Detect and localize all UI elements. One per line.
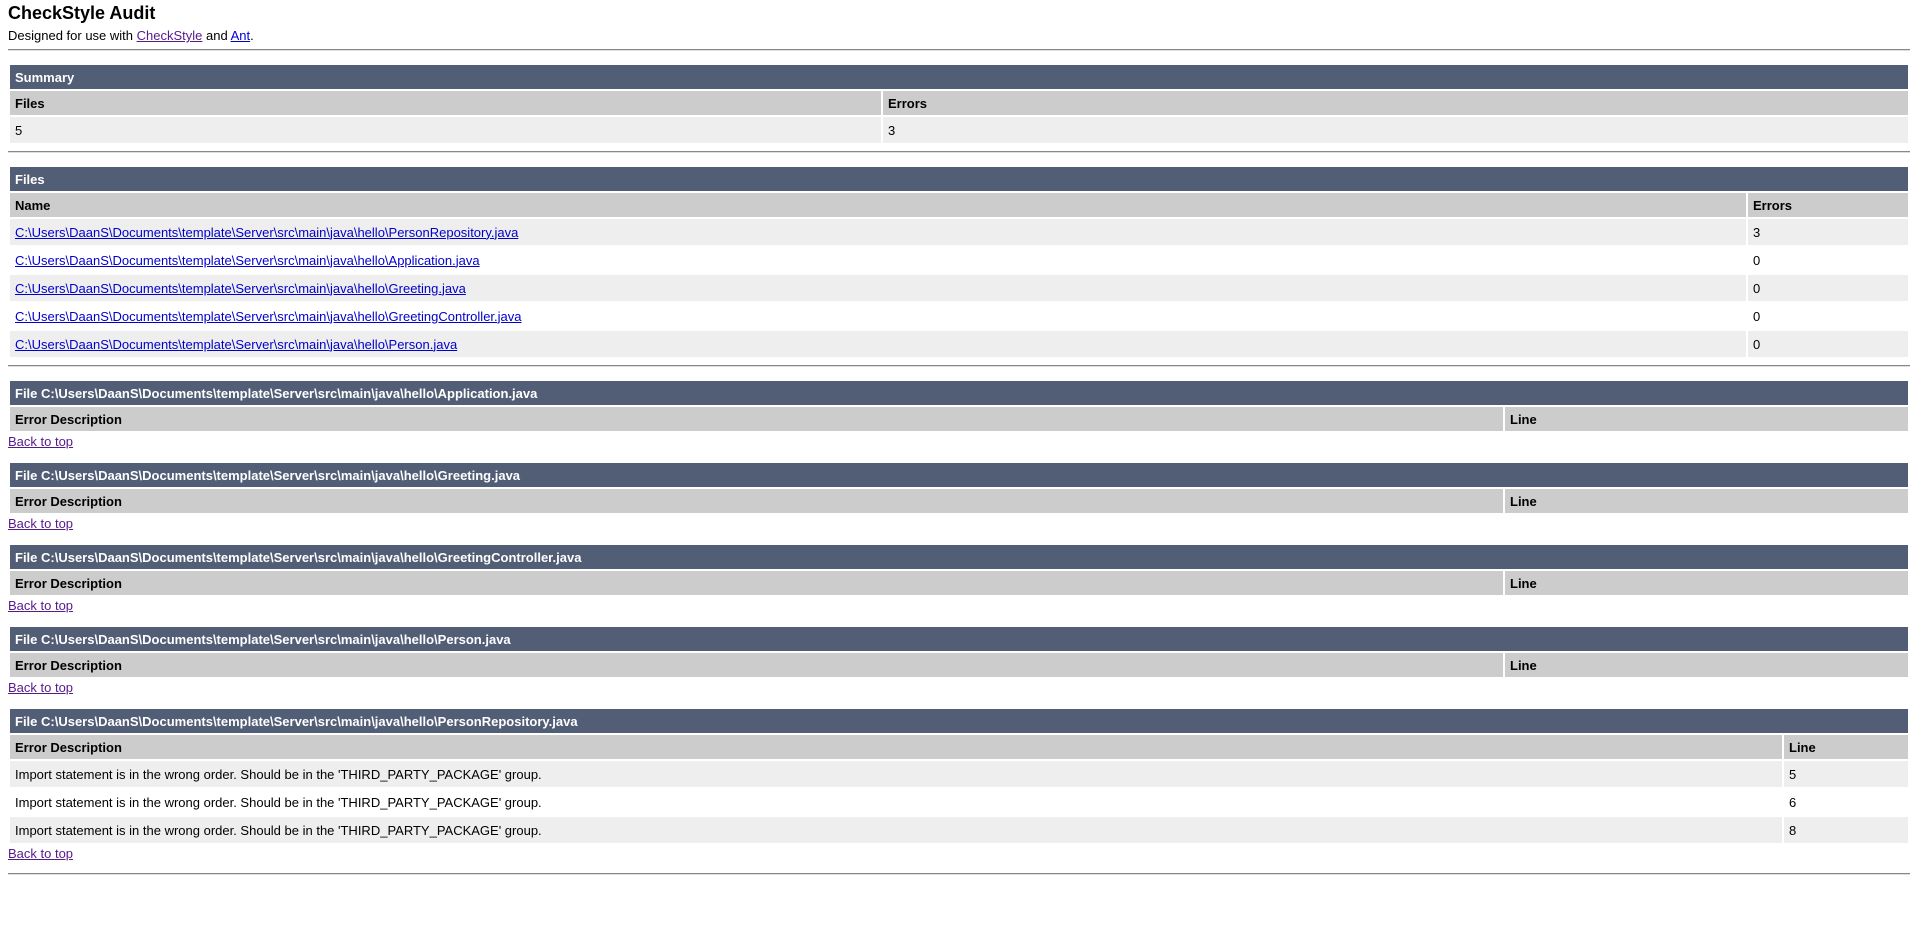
file-cell: C:\Users\DaanS\Documents\template\Server… <box>10 331 1746 357</box>
file-section: File C:\Users\DaanS\Documents\template\S… <box>8 379 1910 449</box>
col-error-description: Error Description <box>10 735 1782 759</box>
col-line: Line <box>1505 571 1908 595</box>
error-line: 6 <box>1784 789 1908 815</box>
file-row: C:\Users\DaanS\Documents\template\Server… <box>10 219 1908 245</box>
files-col-name: Name <box>10 193 1746 217</box>
summary-table: Summary Files Errors 5 3 <box>8 63 1910 145</box>
file-link[interactable]: C:\Users\DaanS\Documents\template\Server… <box>15 336 458 352</box>
summary-row: 5 3 <box>10 117 1908 143</box>
file-row: C:\Users\DaanS\Documents\template\Server… <box>10 275 1908 301</box>
files-table: Files Name Errors C:\Users\DaanS\Documen… <box>8 165 1910 359</box>
error-row: Import statement is in the wrong order. … <box>10 789 1908 815</box>
file-error-count: 0 <box>1748 247 1908 273</box>
files-title: Files <box>10 167 1908 191</box>
file-section-title: File C:\Users\DaanS\Documents\template\S… <box>10 463 1908 487</box>
file-errors-table: File C:\Users\DaanS\Documents\template\S… <box>8 379 1910 433</box>
file-link[interactable]: C:\Users\DaanS\Documents\template\Server… <box>15 280 466 296</box>
col-line: Line <box>1505 407 1908 431</box>
file-error-count: 0 <box>1748 331 1908 357</box>
error-description: Import statement is in the wrong order. … <box>10 761 1782 787</box>
file-cell: C:\Users\DaanS\Documents\template\Server… <box>10 219 1746 245</box>
checkstyle-link[interactable]: CheckStyle <box>136 28 203 43</box>
file-errors-table: File C:\Users\DaanS\Documents\template\S… <box>8 625 1910 679</box>
file-section-title: File C:\Users\DaanS\Documents\template\S… <box>10 709 1908 733</box>
file-section: File C:\Users\DaanS\Documents\template\S… <box>8 707 1910 861</box>
col-line: Line <box>1784 735 1908 759</box>
summary-files-count: 5 <box>10 117 881 143</box>
back-to-top-link[interactable]: Back to top <box>8 598 74 613</box>
back-to-top-link[interactable]: Back to top <box>8 680 74 695</box>
summary-col-errors: Errors <box>883 91 1908 115</box>
file-section: File C:\Users\DaanS\Documents\template\S… <box>8 543 1910 613</box>
col-line: Line <box>1505 489 1908 513</box>
file-section-title: File C:\Users\DaanS\Documents\template\S… <box>10 627 1908 651</box>
file-section: File C:\Users\DaanS\Documents\template\S… <box>8 461 1910 531</box>
subtitle-text: Designed for use with <box>8 28 137 43</box>
divider <box>8 49 1910 51</box>
file-link[interactable]: C:\Users\DaanS\Documents\template\Server… <box>15 224 519 240</box>
subtitle-suffix: . <box>250 28 254 43</box>
divider <box>8 151 1910 153</box>
file-link[interactable]: C:\Users\DaanS\Documents\template\Server… <box>15 308 522 324</box>
file-link[interactable]: C:\Users\DaanS\Documents\template\Server… <box>15 252 480 268</box>
file-row: C:\Users\DaanS\Documents\template\Server… <box>10 303 1908 329</box>
col-error-description: Error Description <box>10 653 1503 677</box>
divider <box>8 365 1910 367</box>
file-errors-table: File C:\Users\DaanS\Documents\template\S… <box>8 461 1910 515</box>
error-description: Import statement is in the wrong order. … <box>10 789 1782 815</box>
divider <box>8 873 1910 875</box>
file-errors-table: File C:\Users\DaanS\Documents\template\S… <box>8 543 1910 597</box>
summary-title: Summary <box>10 65 1908 89</box>
file-section-title: File C:\Users\DaanS\Documents\template\S… <box>10 545 1908 569</box>
col-error-description: Error Description <box>10 571 1503 595</box>
file-row: C:\Users\DaanS\Documents\template\Server… <box>10 247 1908 273</box>
back-to-top-link[interactable]: Back to top <box>8 846 74 861</box>
file-section-title: File C:\Users\DaanS\Documents\template\S… <box>10 381 1908 405</box>
file-cell: C:\Users\DaanS\Documents\template\Server… <box>10 247 1746 273</box>
error-row: Import statement is in the wrong order. … <box>10 817 1908 843</box>
back-to-top-link[interactable]: Back to top <box>8 434 74 449</box>
page-title: CheckStyle Audit <box>8 3 156 23</box>
ant-link[interactable]: Ant <box>230 28 251 43</box>
file-sections: File C:\Users\DaanS\Documents\template\S… <box>8 379 1910 861</box>
file-error-count: 0 <box>1748 303 1908 329</box>
file-errors-table: File C:\Users\DaanS\Documents\template\S… <box>8 707 1910 845</box>
file-row: C:\Users\DaanS\Documents\template\Server… <box>10 331 1908 357</box>
col-error-description: Error Description <box>10 407 1503 431</box>
file-cell: C:\Users\DaanS\Documents\template\Server… <box>10 275 1746 301</box>
files-col-errors: Errors <box>1748 193 1908 217</box>
error-line: 8 <box>1784 817 1908 843</box>
file-error-count: 0 <box>1748 275 1908 301</box>
summary-errors-count: 3 <box>883 117 1908 143</box>
file-error-count: 3 <box>1748 219 1908 245</box>
error-line: 5 <box>1784 761 1908 787</box>
file-cell: C:\Users\DaanS\Documents\template\Server… <box>10 303 1746 329</box>
file-section: File C:\Users\DaanS\Documents\template\S… <box>8 625 1910 695</box>
subtitle-and: and <box>202 28 231 43</box>
col-error-description: Error Description <box>10 489 1503 513</box>
col-line: Line <box>1505 653 1908 677</box>
summary-col-files: Files <box>10 91 881 115</box>
error-description: Import statement is in the wrong order. … <box>10 817 1782 843</box>
error-row: Import statement is in the wrong order. … <box>10 761 1908 787</box>
back-to-top-link[interactable]: Back to top <box>8 516 74 531</box>
subtitle: Designed for use with CheckStyle and Ant… <box>8 28 1910 43</box>
